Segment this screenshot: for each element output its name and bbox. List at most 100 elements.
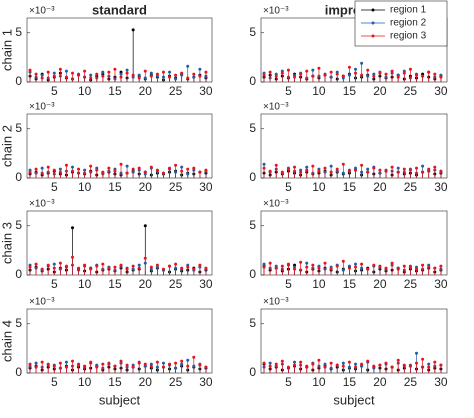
y-tick-label: 0	[15, 74, 22, 88]
legend-label: region 1	[390, 5, 427, 16]
stem-marker	[372, 166, 376, 170]
stem-marker	[299, 360, 303, 364]
stem-marker	[168, 70, 172, 74]
stem-marker	[58, 170, 62, 174]
stem-marker	[415, 351, 419, 355]
axes-box	[260, 210, 448, 276]
stem-marker	[323, 362, 327, 366]
stem-marker	[366, 170, 370, 174]
stem-marker	[341, 361, 345, 365]
stem-marker	[299, 170, 303, 174]
legend-label: region 3	[390, 31, 427, 42]
x-tick-label: 10	[78, 180, 92, 194]
stem-marker	[274, 362, 278, 366]
y-tick-label: 5	[15, 121, 22, 135]
stem-marker	[274, 163, 278, 167]
stem-marker	[396, 267, 400, 271]
stem-marker	[143, 362, 147, 366]
stem-marker	[46, 70, 50, 74]
x-tick-label: 10	[312, 277, 326, 291]
stem-marker	[58, 261, 62, 265]
stem-marker	[119, 263, 123, 267]
stem-marker	[347, 169, 351, 173]
stem-marker	[415, 267, 419, 271]
stem-marker	[262, 166, 266, 170]
stem-marker	[89, 76, 93, 80]
stem-marker	[280, 264, 284, 268]
stem-marker	[317, 169, 321, 173]
y-axis-label: chain 2	[0, 125, 14, 167]
stem-marker	[149, 165, 153, 169]
stem-marker	[427, 70, 431, 74]
stem-marker	[40, 267, 44, 271]
stem-marker	[335, 264, 339, 268]
x-tick-label: 20	[373, 84, 387, 98]
stem-marker	[204, 365, 208, 369]
x-tick-label: 20	[139, 277, 153, 291]
stem-marker	[143, 69, 147, 73]
stem-marker	[280, 71, 284, 75]
stem-marker	[137, 266, 141, 270]
stem-marker	[107, 70, 111, 74]
axis-exponent: ×10⁻³	[29, 102, 55, 113]
stem-marker	[186, 265, 190, 269]
x-tick-label: 15	[343, 277, 357, 291]
x-tick-label: 20	[139, 180, 153, 194]
stem-marker	[390, 69, 394, 73]
x-tick-label: 15	[108, 277, 122, 291]
stem-marker	[360, 73, 364, 77]
stem-marker	[180, 359, 184, 363]
x-tick-label: 15	[108, 375, 122, 389]
stem-marker	[161, 70, 165, 74]
stem-marker	[408, 168, 412, 172]
stem-marker	[311, 362, 315, 366]
stem-marker	[311, 74, 315, 78]
y-tick-label: 0	[249, 267, 256, 281]
stem-marker	[299, 72, 303, 76]
stem-marker	[52, 364, 56, 368]
stem-marker	[168, 166, 172, 170]
stem-marker	[137, 76, 141, 80]
stem-marker	[384, 266, 388, 270]
axis-exponent: ×10⁻³	[263, 199, 289, 210]
stem-marker	[360, 362, 364, 366]
x-tick-label: 25	[404, 277, 418, 291]
stem-marker	[89, 73, 93, 77]
stem-marker	[204, 70, 208, 74]
stem-marker	[402, 363, 406, 367]
stem-marker	[347, 360, 351, 364]
stem-marker	[149, 74, 153, 78]
stem-marker	[293, 75, 297, 79]
stem-marker	[280, 359, 284, 363]
stem-marker	[402, 264, 406, 268]
stem-marker	[421, 170, 425, 174]
stem-marker	[70, 226, 74, 230]
stem-marker	[384, 72, 388, 76]
stem-marker	[305, 364, 309, 368]
stem-marker	[396, 170, 400, 174]
stem-marker	[286, 262, 290, 266]
axes-box	[260, 308, 448, 374]
stem-marker	[421, 357, 425, 361]
stem-marker	[113, 169, 117, 173]
stem-marker	[186, 364, 190, 368]
stem-marker	[186, 167, 190, 171]
y-tick-label: 0	[15, 170, 22, 184]
stem-marker	[323, 166, 327, 170]
stem-marker	[137, 166, 141, 170]
legend-label: region 2	[390, 18, 427, 29]
x-tick-label: 10	[78, 277, 92, 291]
stem-marker	[34, 262, 38, 266]
stem-marker	[396, 75, 400, 79]
stem-marker	[101, 70, 105, 74]
x-tick-label: 15	[108, 84, 122, 98]
stem-marker	[192, 267, 196, 271]
stem-marker	[34, 72, 38, 76]
stem-marker	[378, 264, 382, 268]
stem-marker	[427, 362, 431, 366]
stem-marker	[40, 166, 44, 170]
stem-marker	[180, 71, 184, 75]
x-tick-label: 20	[373, 277, 387, 291]
stem-marker	[198, 170, 202, 174]
x-tick-label: 15	[108, 180, 122, 194]
